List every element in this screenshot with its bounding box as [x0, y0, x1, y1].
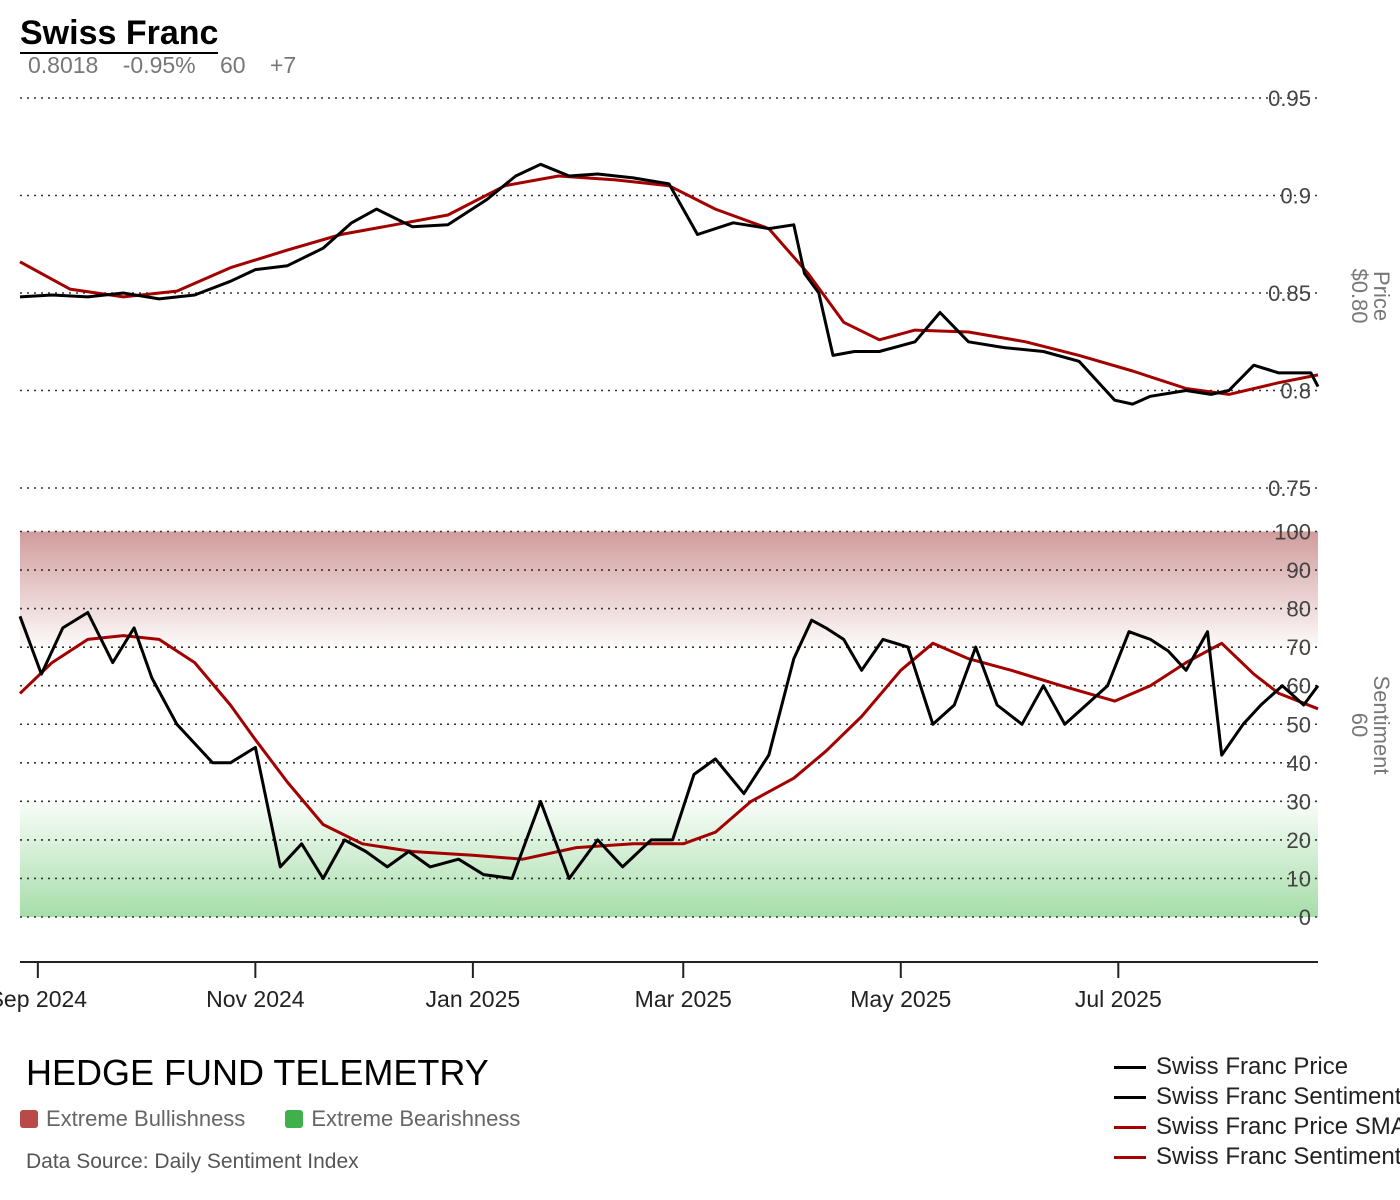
- x-tick-label: Jan 2025: [426, 986, 521, 1012]
- sentiment-axis-title-title: Sentiment: [1369, 675, 1394, 774]
- legend-line-icon: [1114, 1095, 1146, 1099]
- price-tick-label: 0.9: [1280, 184, 1311, 209]
- price-axis-title-title: Price: [1369, 271, 1394, 321]
- sentiment-tick-label: 0: [1299, 905, 1311, 930]
- legend-item-price-sma[interactable]: Swiss Franc Price SMA: [1114, 1112, 1400, 1142]
- chart-title: Swiss Franc: [20, 14, 219, 54]
- legend-line-icon: [1114, 1125, 1146, 1129]
- legend-item-price[interactable]: Swiss Franc Price: [1114, 1052, 1400, 1082]
- price-value: 0.8018: [28, 52, 99, 78]
- sentiment-axis-title-value: 60: [1347, 713, 1372, 737]
- sentiment-sma-line: [18, 634, 1319, 861]
- legend-line-icon: [1114, 1065, 1146, 1069]
- extreme-bear-legend-item[interactable]: Extreme Bearishness: [285, 1106, 520, 1132]
- sentiment-tick-label: 20: [1287, 828, 1311, 853]
- brand-name: HEDGE FUND TELEMETRY: [26, 1052, 489, 1093]
- sentiment-tick-label: 40: [1287, 751, 1311, 776]
- legend-label: Swiss Franc Sentiment SMA: [1156, 1143, 1400, 1170]
- extreme-bear-band: [20, 801, 1318, 917]
- x-tick-label: Mar 2025: [635, 986, 732, 1012]
- extreme-bear-swatch: [285, 1110, 304, 1128]
- sentiment-change: +7: [270, 52, 297, 78]
- legend-label: Swiss Franc Sentiment: [1156, 1083, 1400, 1110]
- price-tick-label: 0.95: [1268, 86, 1311, 111]
- sentiment-value: 60: [220, 52, 246, 78]
- legend-line-icon: [1114, 1155, 1146, 1159]
- legend-item-sentiment[interactable]: Swiss Franc Sentiment: [1114, 1082, 1400, 1112]
- price-line: [19, 162, 1320, 406]
- x-tick-label: Nov 2024: [206, 986, 305, 1012]
- sentiment-tick-label: 80: [1287, 597, 1311, 622]
- sentiment-tick-label: 30: [1287, 789, 1311, 814]
- sentiment-tick-label: 100: [1274, 520, 1311, 545]
- legend-label: Swiss Franc Price SMA: [1156, 1113, 1400, 1140]
- price-tick-label: 0.75: [1268, 476, 1311, 501]
- data-source: Data Source: Daily Sentiment Index: [26, 1150, 359, 1173]
- price-axis-title-value: $0.80: [1347, 268, 1372, 323]
- sentiment-line: [18, 611, 1320, 880]
- series-legend: Swiss Franc Price Swiss Franc Sentiment …: [1114, 1052, 1400, 1172]
- extreme-bull-band: [20, 531, 1318, 648]
- legend-label: Swiss Franc Price: [1156, 1053, 1349, 1080]
- sentiment-tick-label: 90: [1287, 558, 1311, 583]
- price-change: -0.95%: [122, 52, 196, 78]
- extreme-bull-label: Extreme Bullishness: [46, 1106, 246, 1131]
- price-sma-line: [19, 174, 1319, 396]
- x-tick-label: Jul 2025: [1075, 986, 1162, 1012]
- chart-canvas: 0.750.80.850.90.950102030405060708090100…: [0, 86, 1394, 1012]
- price-tick-label: 0.85: [1268, 281, 1311, 306]
- sentiment-tick-label: 70: [1287, 635, 1311, 660]
- legend-item-sentiment-sma[interactable]: Swiss Franc Sentiment SMA: [1114, 1142, 1400, 1172]
- x-tick-label: May 2025: [850, 986, 951, 1012]
- extreme-bull-swatch: [20, 1110, 38, 1128]
- extreme-bull-legend-item[interactable]: Extreme Bullishness: [20, 1106, 245, 1132]
- price-axis-title: Price$0.80: [1347, 268, 1394, 323]
- header-stats: 0.8018 -0.95% 60 +7: [28, 52, 314, 79]
- sentiment-tick-label: 60: [1287, 674, 1311, 699]
- extreme-legend: Extreme Bullishness Extreme Bearishness: [20, 1106, 560, 1132]
- extreme-bear-label: Extreme Bearishness: [311, 1106, 521, 1131]
- sentiment-tick-label: 50: [1287, 712, 1311, 737]
- x-tick-label: Sep 2024: [0, 986, 87, 1012]
- sentiment-tick-label: 10: [1287, 866, 1311, 891]
